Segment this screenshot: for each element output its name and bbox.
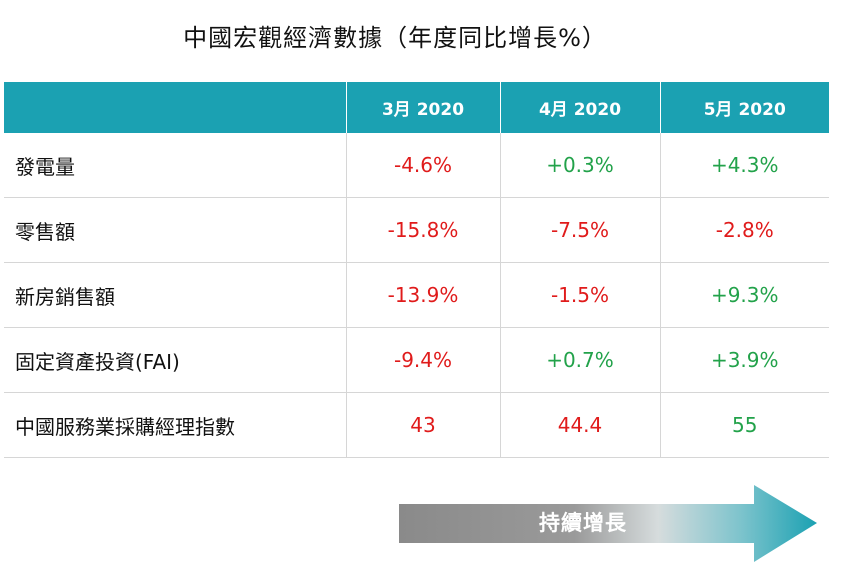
- table-cell: +4.3%: [660, 133, 829, 198]
- table-header-row: 3月 2020 4月 2020 5月 2020: [4, 82, 829, 133]
- growth-arrow: 持續增長: [399, 485, 819, 565]
- table-row: 零售額 -15.8% -7.5% -2.8%: [4, 197, 829, 263]
- table-row: 固定資產投資(FAI) -9.4% +0.7% +3.9%: [4, 327, 829, 393]
- table-cell: +3.9%: [660, 327, 829, 393]
- header-may-2020: 5月 2020: [660, 82, 829, 133]
- row-label: 發電量: [4, 133, 347, 198]
- table-cell: +0.7%: [500, 327, 661, 393]
- page-title: 中國宏觀經濟數據（年度同比增長%）: [183, 24, 607, 52]
- row-label: 中國服務業採購經理指數: [4, 392, 347, 458]
- table-cell: -15.8%: [346, 197, 501, 263]
- table-cell: -1.5%: [500, 262, 661, 328]
- data-table: 3月 2020 4月 2020 5月 2020 發電量 -4.6% +0.3% +4.…: [4, 82, 829, 458]
- header-mar-2020: 3月 2020: [346, 82, 501, 133]
- table-row: 中國服務業採購經理指數 43 44.4 55: [4, 392, 829, 458]
- table-cell: +9.3%: [660, 262, 829, 328]
- table-cell: 55: [660, 392, 829, 458]
- table-cell: -2.8%: [660, 197, 829, 263]
- arrow-label: 持續增長: [539, 511, 627, 535]
- arrow-icon: [399, 485, 817, 562]
- row-label: 零售額: [4, 197, 347, 263]
- table-row: 發電量 -4.6% +0.3% +4.3%: [4, 133, 829, 198]
- table-cell: 43: [346, 392, 501, 458]
- row-label: 新房銷售額: [4, 262, 347, 328]
- table-cell: +0.3%: [500, 133, 661, 198]
- table-cell: -9.4%: [346, 327, 501, 393]
- table-row: 新房銷售額 -13.9% -1.5% +9.3%: [4, 262, 829, 328]
- row-label: 固定資產投資(FAI): [4, 327, 347, 393]
- table-cell: -7.5%: [500, 197, 661, 263]
- table-cell: -13.9%: [346, 262, 501, 328]
- header-blank: [4, 82, 347, 133]
- table-cell: -4.6%: [346, 133, 501, 198]
- table-cell: 44.4: [500, 392, 661, 458]
- header-apr-2020: 4月 2020: [500, 82, 661, 133]
